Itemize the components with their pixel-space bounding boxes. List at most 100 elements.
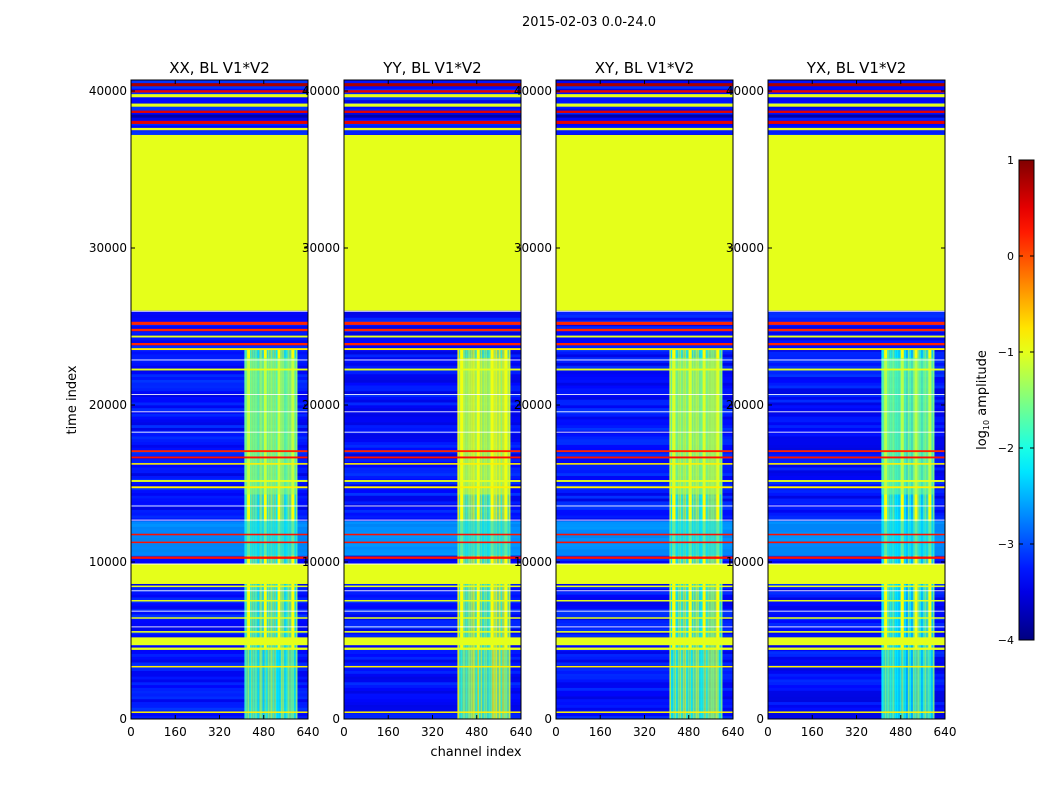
panel-1: XX, BL V1*V2 0 160 320 480 640 0 10000 20000 3000… <box>89 59 320 739</box>
noise-row <box>131 331 308 335</box>
y-tick-label: 20000 <box>514 398 552 412</box>
noise-row <box>768 117 945 120</box>
noise-row <box>768 603 945 606</box>
noise-row <box>768 687 945 691</box>
noise-row <box>344 408 521 411</box>
noise-row <box>344 331 521 335</box>
gap-line <box>131 310 308 312</box>
time-band <box>556 599 733 602</box>
rfi-stripe <box>476 348 480 649</box>
time-band <box>556 94 733 98</box>
noise-row <box>131 622 308 626</box>
y-tick-label: 30000 <box>302 241 340 255</box>
noise-row <box>344 365 521 369</box>
noise-row <box>131 656 308 660</box>
noise-row <box>556 470 733 474</box>
time-band <box>768 541 945 544</box>
time-band <box>768 110 945 113</box>
noise-row <box>556 88 733 92</box>
noise-row <box>768 365 945 369</box>
time-band <box>768 90 945 93</box>
noise-row <box>344 704 521 708</box>
rfi-stripe <box>490 348 494 649</box>
time-band <box>768 585 945 588</box>
y-tick-label: 0 <box>332 712 340 726</box>
noise-row <box>131 382 308 386</box>
noise-row <box>768 668 945 671</box>
noise-row <box>344 676 521 680</box>
y-tick-label: 30000 <box>514 241 552 255</box>
noise-row <box>556 498 733 502</box>
noise-row <box>344 433 521 437</box>
colorbar-tick-label: −3 <box>998 538 1014 551</box>
noise-row <box>344 634 521 638</box>
time-band <box>556 342 733 346</box>
noise-row <box>131 326 308 330</box>
time-band <box>344 480 521 482</box>
noise-row <box>556 447 733 451</box>
noise-row <box>556 679 733 683</box>
noise-row <box>344 560 521 564</box>
noise-row <box>131 490 308 493</box>
noise-row <box>556 391 733 395</box>
noise-row <box>344 425 521 428</box>
noise-row <box>556 357 733 361</box>
noise-row <box>768 337 945 341</box>
time-band <box>131 486 308 489</box>
time-band <box>131 127 308 131</box>
noise-row <box>768 447 945 451</box>
rfi-block <box>881 357 934 495</box>
noise-row <box>344 583 521 587</box>
noise-row <box>556 382 733 386</box>
noise-row <box>131 620 308 623</box>
panel-2: YY, BL V1*V2 0 160 320 480 640 0 10000 20000 3000… <box>302 59 533 739</box>
gap-line <box>768 394 945 396</box>
time-band <box>556 631 733 633</box>
noise-row <box>556 702 733 705</box>
noise-row <box>556 453 733 457</box>
noise-row <box>556 314 733 318</box>
gap-line <box>556 563 733 565</box>
noise-row <box>556 512 733 516</box>
noise-row <box>556 427 733 431</box>
noise-row <box>344 379 521 383</box>
noise-row <box>556 597 733 601</box>
time-band <box>344 321 521 325</box>
noise-row <box>556 399 733 403</box>
x-tick-label: 480 <box>889 725 912 739</box>
noise-row <box>556 594 733 598</box>
y-tick-label: 30000 <box>89 241 127 255</box>
time-band <box>556 328 733 332</box>
noise-row <box>131 405 308 409</box>
noise-row <box>131 365 308 369</box>
noise-row <box>344 391 521 395</box>
noise-row <box>131 100 308 103</box>
x-tick-label: 480 <box>252 725 275 739</box>
noise-row <box>131 427 308 431</box>
rfi-stripe <box>702 348 706 649</box>
noise-row <box>131 348 308 352</box>
noise-row <box>556 419 733 423</box>
flagged-region <box>131 134 308 311</box>
noise-row <box>131 379 308 383</box>
rfi-block <box>244 357 297 495</box>
noise-row <box>768 91 945 95</box>
noise-row <box>131 408 308 411</box>
panel-heatmap <box>344 80 521 719</box>
noise-row <box>768 131 945 135</box>
noise-row <box>131 690 308 694</box>
noise-row <box>556 345 733 349</box>
x-tick-label: 480 <box>465 725 488 739</box>
noise-row <box>556 331 733 335</box>
noise-row <box>768 512 945 516</box>
noise-row <box>344 447 521 451</box>
noise-row <box>131 673 308 677</box>
time-band <box>556 120 733 124</box>
time-band <box>344 342 521 346</box>
noise-row <box>344 492 521 496</box>
gap-line <box>556 310 733 312</box>
noise-row <box>556 501 733 505</box>
noise-row <box>344 122 521 126</box>
noise-row <box>344 410 521 414</box>
time-band <box>344 368 521 371</box>
